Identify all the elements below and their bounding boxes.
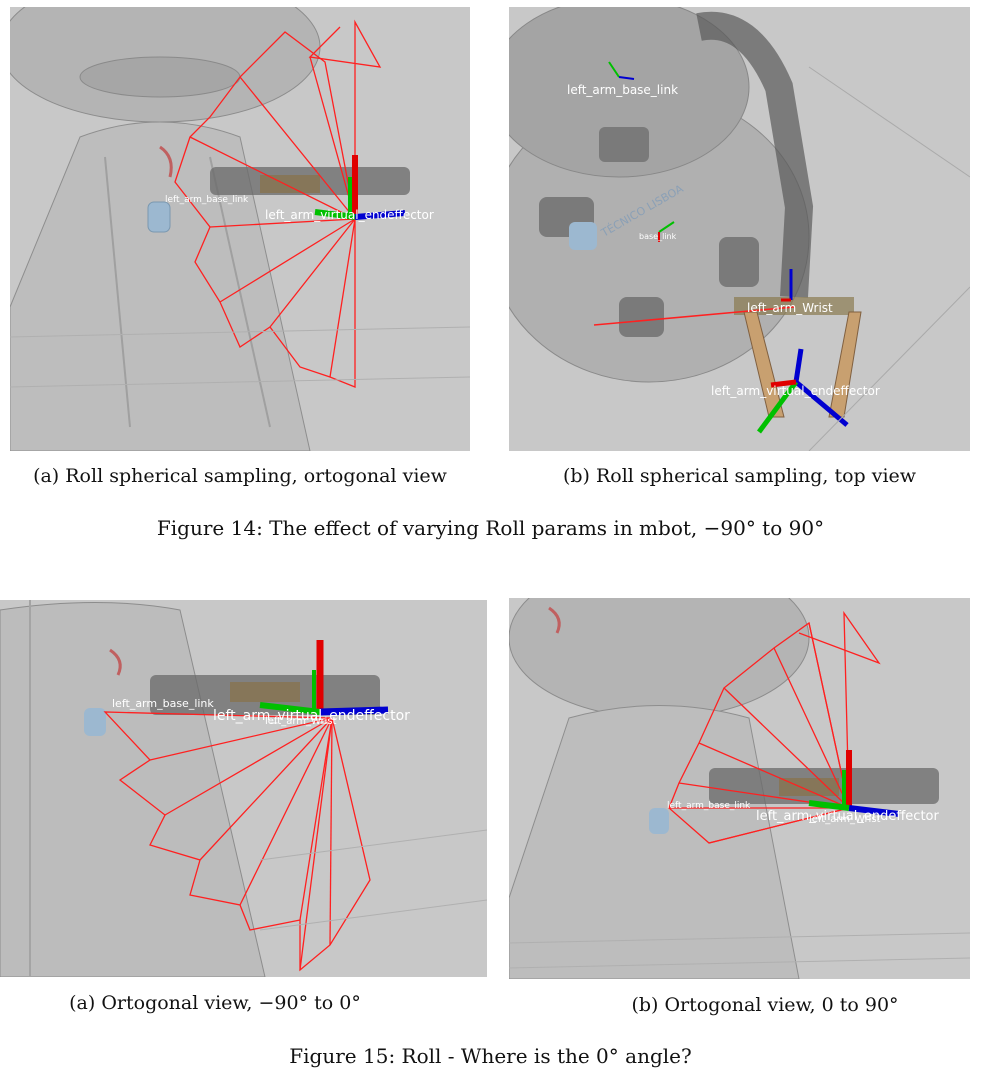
- fig15a-caption: (a) Ortogonal view, −90° to 0°: [69, 992, 361, 1014]
- fig15a-render: left_arm_base_link left_arm_virtual_ende…: [0, 600, 487, 977]
- figure15-caption: Figure 15: Roll - Where is the 0° angle?: [289, 1044, 692, 1068]
- fig15b-base-label: left_arm_base_link: [667, 801, 751, 811]
- fig14b-wrist-label: left_arm_Wrist: [747, 301, 833, 315]
- fig15a-scene: left_arm_base_link left_arm_virtual_ende…: [0, 600, 487, 977]
- fig15b-caption: (b) Ortogonal view, 0 to 90°: [631, 994, 899, 1016]
- fig15b-render: left_arm_base_link left_arm_virtual_ende…: [509, 598, 970, 979]
- fig14b-scene: TÉCNICO LISBOA left_arm_base_link base_l…: [509, 7, 970, 451]
- fig14b-baselink-label: base_link: [639, 232, 677, 241]
- fig15a-effector-label: left_arm_virtual_endeffector: [213, 708, 410, 724]
- fig15b-wrist-label: left_arm_Wrist: [809, 814, 881, 825]
- fig14a-scene: left_arm_base_link left_arm_virtual_ende…: [10, 7, 470, 451]
- fig14b-render: TÉCNICO LISBOA left_arm_base_link base_l…: [509, 7, 970, 451]
- fig14a-effector-label: left_arm_virtual_endeffector: [265, 208, 434, 222]
- fig14b-caption: (b) Roll spherical sampling, top view: [562, 465, 917, 487]
- fig15a-wrist-label: left_arm_Wrist: [265, 716, 337, 727]
- fig14b-base-label: left_arm_base_link: [567, 83, 678, 97]
- fig14a-render: left_arm_base_link left_arm_virtual_ende…: [10, 7, 470, 451]
- fig14a-base-label: left_arm_base_link: [165, 195, 249, 205]
- fig15b-scene: left_arm_base_link left_arm_virtual_ende…: [509, 598, 970, 979]
- fig15b-effector-label: left_arm_virtual_endeffector: [756, 809, 940, 824]
- figure14-caption: Figure 14: The effect of varying Roll pa…: [156, 516, 825, 540]
- fig14a-caption: (a) Roll spherical sampling, ortogonal v…: [33, 465, 447, 487]
- fig14b-effector-label: left_arm_virtual_endeffector: [711, 384, 880, 398]
- fig15a-base-label: left_arm_base_link: [112, 697, 214, 710]
